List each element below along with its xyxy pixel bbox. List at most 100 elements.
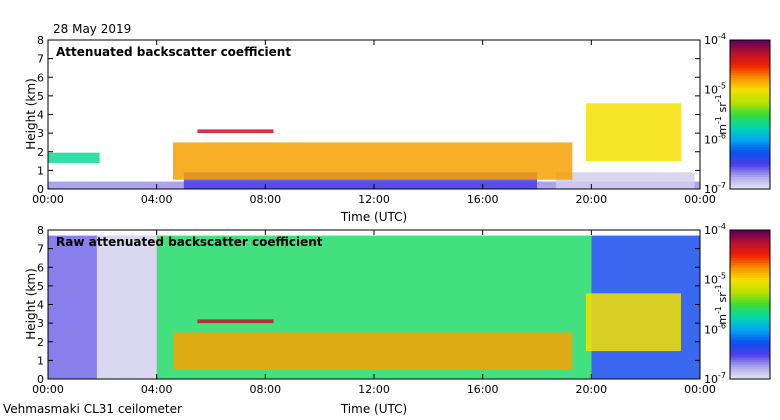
y-tick-label: 6 [37,261,44,274]
colorbar-band [730,264,770,268]
colorbar-band [730,40,770,44]
colorbar-band [730,131,770,135]
colorbar-band [730,287,770,291]
colorbar-band [730,244,770,248]
colorbar-band [730,284,770,288]
colorbar-band [730,321,770,325]
heatmap-feature-boundary-layer-cloud-top [172,142,573,180]
colorbar-band [730,67,770,71]
colorbar-band [730,232,770,236]
colorbar-band [730,149,770,153]
y-tick-label: 4 [37,109,44,122]
colorbar-band [730,136,770,140]
colorbar-band [730,329,770,333]
x-tick-label: 08:00 [249,193,281,206]
colorbar-band [730,79,770,83]
colorbar-tick-label: 10-4 [704,222,726,237]
colorbar-band [730,262,770,266]
panel-title-raw: Raw attenuated backscatter coefficient [56,235,323,249]
colorbar-band [730,57,770,61]
colorbar-band [730,52,770,56]
colorbar-band [730,351,770,355]
colorbar-band [730,69,770,73]
colorbar-band [730,361,770,365]
y-tick-label: 6 [37,71,44,84]
x-axis-raw: 00:00 04:00 08:00 12:00 16:00 20:00 00:00 [32,230,716,396]
heatmap-feature-boundary-layer-cloud-top [172,332,573,370]
colorbar-band [730,144,770,148]
colorbar-tick-label: 10-5 [704,82,726,97]
y-tick-label: 2 [37,146,44,159]
colorbar-band [730,97,770,101]
colorbar-band [730,299,770,303]
colorbar-band [730,324,770,328]
y-axis-label-raw: Height (km) [24,268,38,339]
colorbar-band [730,159,770,163]
date-label: 28 May 2019 [53,22,131,36]
colorbar-band [730,376,770,380]
heatmap-attenuated [48,103,700,189]
colorbar-unit-label: m-1 sr-1 [714,94,729,134]
y-tick-label: 1 [37,354,44,367]
colorbar-band [730,64,770,68]
x-tick-label: 04:00 [141,383,173,396]
y-tick-label: 3 [37,317,44,330]
colorbar-tick-label: 10-7 [704,181,726,196]
colorbar-band [730,171,770,175]
y-tick-label: 7 [37,243,44,256]
colorbar-band [730,161,770,165]
colorbar-band [730,109,770,113]
colorbar-band [730,239,770,244]
colorbar-band [730,94,770,98]
colorbar-band [730,344,770,348]
colorbar-band [730,359,770,363]
colorbar-band [730,267,770,271]
colorbar-band [730,354,770,358]
y-tick-label: 1 [37,164,44,177]
colorbar-band [730,87,770,91]
x-tick-label: 00:00 [32,193,64,206]
x-tick-label: 12:00 [358,193,390,206]
heatmap-feature-residual-layer [48,152,100,163]
colorbar-band [730,257,770,261]
colorbar-band [730,174,770,178]
x-tick-label: 08:00 [249,383,281,396]
colorbar-band [730,234,770,239]
colorbar-band [730,102,770,106]
colorbar-band [730,77,770,81]
heatmap-feature-mid-level-cloud [197,129,274,134]
colorbar-band [730,154,770,158]
colorbar-band [730,334,770,338]
colorbar-band [730,54,770,58]
colorbar-tick-label: 10-6 [704,131,726,146]
colorbar-band [730,289,770,293]
colorbar-band [730,89,770,93]
colorbar-band [730,107,770,111]
colorbar-band [730,164,770,168]
colorbar-band [730,237,770,241]
colorbar-band [730,49,770,54]
y-axis-raw: 0 1 2 3 4 5 6 7 8 [37,224,700,386]
colorbar-band [730,282,770,286]
colorbar-band [730,254,770,258]
y-tick-label: 5 [37,280,44,293]
x-axis-attenuated: 00:00 04:00 08:00 12:00 16:00 20:00 00:00 [32,40,716,206]
colorbar-band [730,139,770,143]
colorbar-band [730,292,770,296]
colorbar-band [730,349,770,353]
y-tick-label: 0 [37,183,44,196]
colorbar-band [730,259,770,263]
colorbar-unit-label: m-1 sr-1 [714,284,729,324]
colorbar-band [730,184,770,188]
panel-attenuated: Attenuated backscatter coefficient 00:00… [24,32,771,224]
colorbar-band [730,112,770,116]
colorbar-band [730,279,770,283]
colorbar-band [730,302,770,306]
colorbar-band [730,249,770,253]
colorbar-band [730,114,770,118]
colorbar-band [730,252,770,256]
panel-raw: Raw attenuated backscatter coefficient 0… [24,222,771,416]
colorbar-band [730,369,770,373]
colorbar-band [730,277,770,281]
